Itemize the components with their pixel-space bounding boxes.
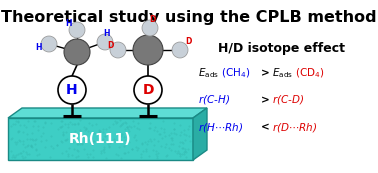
Text: Rh(111): Rh(111) [69,132,132,146]
Circle shape [142,20,158,36]
Text: H: H [66,83,78,97]
Circle shape [134,76,162,104]
Text: H: H [104,30,110,39]
Bar [8,118,193,160]
Polygon shape [193,108,207,160]
Text: <: < [261,122,270,132]
Circle shape [172,42,188,58]
Text: >: > [261,95,270,105]
Text: H: H [36,43,42,52]
Circle shape [64,39,90,65]
Polygon shape [8,108,207,118]
Circle shape [97,34,113,50]
Text: D: D [142,83,154,97]
Text: (CD$_4$): (CD$_4$) [295,66,324,80]
Text: $r$(D$\cdots$Rh): $r$(D$\cdots$Rh) [272,121,318,134]
Text: (CH$_4$): (CH$_4$) [221,66,250,80]
Circle shape [133,35,163,65]
Text: D: D [149,16,155,25]
Text: D: D [185,38,191,47]
Text: $r$(C-H): $r$(C-H) [198,93,230,107]
Circle shape [69,22,85,38]
Text: $r$(H$\cdots$Rh): $r$(H$\cdots$Rh) [198,121,243,134]
Text: $E_{\rm ads}$: $E_{\rm ads}$ [198,66,219,80]
Text: $E_{\rm ads}$: $E_{\rm ads}$ [272,66,293,80]
Text: Theoretical study using the CPLB method: Theoretical study using the CPLB method [1,10,377,25]
Text: $r$(C-D): $r$(C-D) [272,93,304,107]
Text: D: D [107,40,113,49]
Text: H/D isotope effect: H/D isotope effect [218,42,345,55]
Circle shape [110,42,126,58]
Circle shape [41,36,57,52]
Circle shape [58,76,86,104]
Text: H: H [66,20,72,29]
Text: >: > [261,68,270,78]
